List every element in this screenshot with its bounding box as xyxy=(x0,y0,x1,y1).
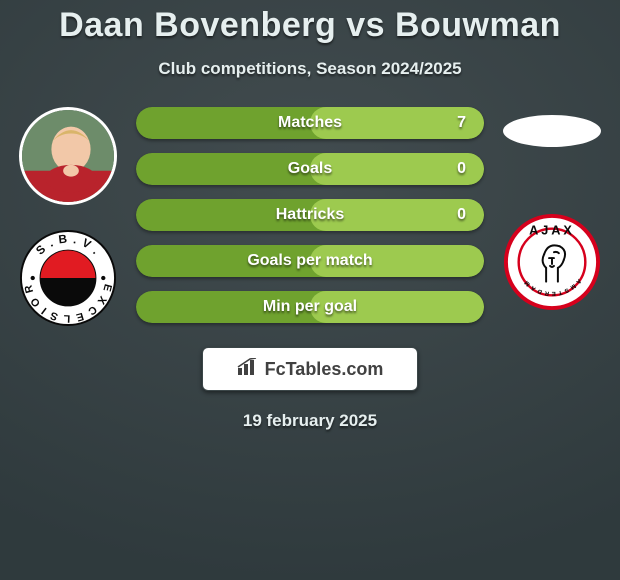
watermark-chip: FcTables.com xyxy=(202,347,418,391)
stat-value-right: 0 xyxy=(457,206,466,224)
comparison-card: Daan Bovenberg vs Bouwman Club competiti… xyxy=(0,0,620,580)
stat-bars: Matches 7 Goals 0 Hattricks 0 Goals per match M… xyxy=(128,107,492,323)
club-badge-left: S . B . V . E X C E L S I O R xyxy=(19,229,117,327)
left-column: S . B . V . E X C E L S I O R xyxy=(8,107,128,327)
stat-label: Min per goal xyxy=(263,298,357,316)
stat-label: Goals xyxy=(288,160,332,178)
stat-row: Goals per match xyxy=(136,245,484,277)
bar-chart-icon xyxy=(237,358,259,381)
club-badge-right: AJAX AMSTERDAM xyxy=(503,213,601,311)
footer: FcTables.com 19 february 2025 xyxy=(0,327,620,431)
stat-label: Matches xyxy=(278,114,342,132)
stat-row: Goals 0 xyxy=(136,153,484,185)
page-title: Daan Bovenberg vs Bouwman xyxy=(0,0,620,45)
stat-value-right: 0 xyxy=(457,160,466,178)
player-avatar-left xyxy=(19,107,117,205)
stat-row: Hattricks 0 xyxy=(136,199,484,231)
svg-text:AJAX: AJAX xyxy=(529,223,575,238)
stat-row: Min per goal xyxy=(136,291,484,323)
stat-label: Goals per match xyxy=(247,252,372,270)
stat-row: Matches 7 xyxy=(136,107,484,139)
subtitle: Club competitions, Season 2024/2025 xyxy=(0,59,620,79)
watermark-text: FcTables.com xyxy=(265,359,384,380)
stat-label: Hattricks xyxy=(276,206,344,224)
player-avatar-right xyxy=(503,115,601,147)
stat-value-right: 7 xyxy=(457,114,466,132)
date-label: 19 february 2025 xyxy=(0,411,620,431)
right-column: AJAX AMSTERDAM xyxy=(492,107,612,311)
comparison-body: S . B . V . E X C E L S I O R Matches 7 Go… xyxy=(0,107,620,327)
